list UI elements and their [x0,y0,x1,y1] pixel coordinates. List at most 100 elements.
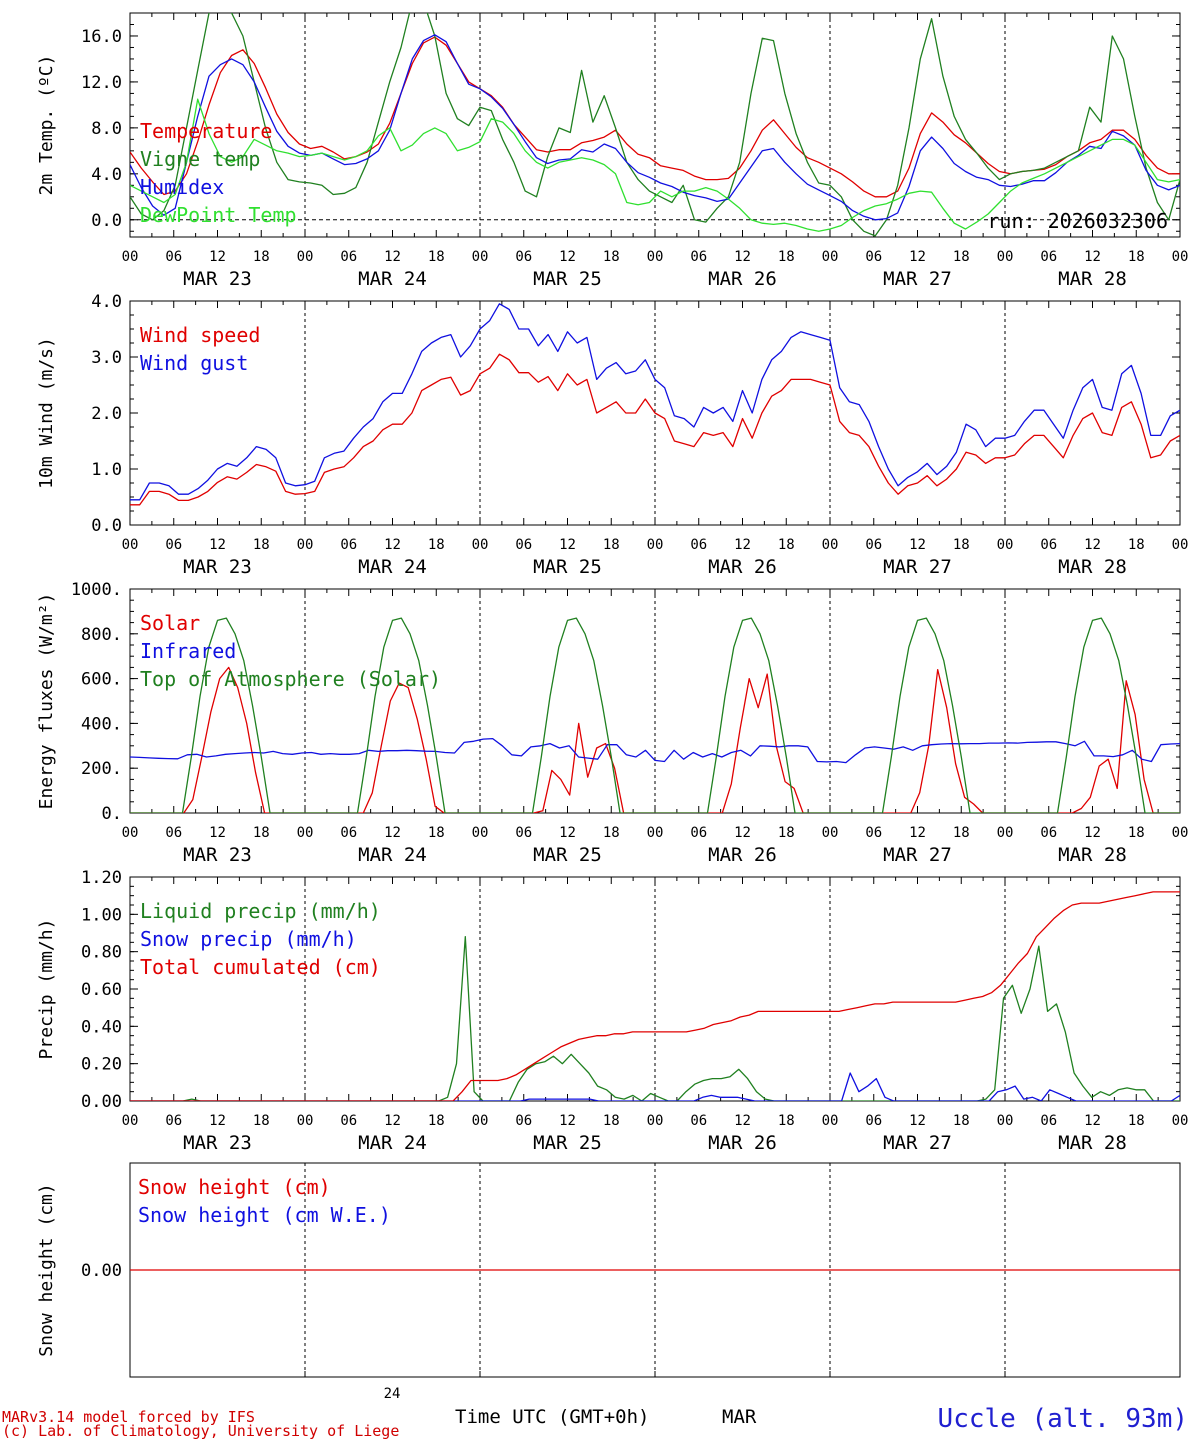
x-hour-label: 18 [953,825,970,841]
x-hour-label: 00 [997,1113,1014,1129]
x-hour-label: 00 [647,249,664,265]
x-hour-label: 06 [690,249,707,265]
legend-entry: Temperature [140,119,272,143]
x-hour-label: 00 [647,825,664,841]
x-hour-label: 00 [297,825,314,841]
x-day-label: MAR 28 [1058,268,1127,290]
y-tick-label: 0.60 [81,980,122,1000]
x-hour-label: 00 [822,249,839,265]
legend-entry: Snow height (cm) [138,1175,331,1199]
x-hour-label: 00 [822,825,839,841]
x-hour-label: 06 [690,825,707,841]
y-tick-label: 600. [81,670,122,690]
chart-panel-1: 00 06 12 18 00 06 12 18 00 06 12 18 00 06 12 18 00 06 12 18… [36,12,1189,290]
x-hour-label: 00 [1172,249,1189,265]
x-day-label: MAR 25 [533,268,602,290]
x-hour-label: 06 [1040,1113,1057,1129]
x-hour-label: 06 [690,537,707,553]
x-hour-label: 00 [122,537,139,553]
x-hour-label: 06 [515,537,532,553]
run-label: run: 2026032306 [987,209,1168,233]
x-day-label: MAR 25 [533,844,602,866]
y-axis-label: 2m Temp. (ºC) [36,55,57,196]
x-hour-label: 06 [515,825,532,841]
legend-entry: Solar [140,611,200,635]
y-tick-label: 3.0 [91,348,122,368]
y-axis-label: Energy fluxes (W/m²) [36,593,57,810]
x-hour-label: 06 [865,249,882,265]
y-tick-label: 8.0 [91,119,122,139]
x-day-label: MAR 24 [358,556,427,578]
model-credit: MARv3.14 model forced by IFS [2,1408,255,1426]
x-hour-label: 12 [384,537,401,553]
series-group [130,13,1180,237]
x-hour-label: 06 [340,249,357,265]
x-hour-label: 00 [122,249,139,265]
x-hour-label: 06 [865,1113,882,1129]
x-hour-label: 00 [822,1113,839,1129]
legend-entry: Top of Atmosphere (Solar) [140,667,441,691]
x-hour-label: 00 [997,249,1014,265]
x-hour-label: 00 [122,825,139,841]
series-line [130,936,1180,1101]
x-hour-label: 12 [734,249,751,265]
x-hour-label: 06 [865,537,882,553]
x-hour-label: 12 [384,1113,401,1129]
x-hour-label: 12 [559,1113,576,1129]
x-hour-label: 00 [472,249,489,265]
x-hour-label: 00 [647,537,664,553]
x-hour-label: 00 [1172,825,1189,841]
x-day-label: MAR 26 [708,268,777,290]
x-hour-label: 18 [253,825,270,841]
x-day-label: MAR 27 [883,844,952,866]
x-hour-label: 06 [340,1113,357,1129]
x-hour-label: 12 [559,537,576,553]
x-day-label: MAR 24 [358,844,427,866]
x-hour-label: 18 [1128,249,1145,265]
x-hour-label: 12 [209,1113,226,1129]
y-axis-label: Snow height (cm) [36,1183,57,1356]
series-line [130,36,1180,198]
x-hour-label: 18 [1128,1113,1145,1129]
series-group [130,303,1180,506]
legend-entry: Wind gust [140,351,248,375]
y-tick-label: 4.0 [91,165,122,185]
y-axis-label: 10m Wind (m/s) [36,337,57,489]
series-line [130,98,1180,232]
x-hour-label: 18 [428,1113,445,1129]
series-line [130,13,1180,237]
x-hour-label: 18 [778,249,795,265]
chart-panel-5: 0.00 Snow height (cm) Snow height (cm) Snow… [36,1162,1181,1378]
x-day-label: MAR 24 [358,268,427,290]
y-tick-label: 0.40 [81,1017,122,1037]
x-hour-label: 06 [1040,825,1057,841]
x-hour-label: 18 [603,1113,620,1129]
x-hour-label: 00 [1172,537,1189,553]
series-line [130,353,1180,506]
x-day-label: MAR 28 [1058,844,1127,866]
x-hour-label: 06 [1040,537,1057,553]
series-line [130,737,1180,764]
y-tick-label: 0. [102,804,122,824]
copyright-credit: (c) Lab. of Climatology, University of L… [2,1422,399,1440]
x-hour-label: 06 [340,825,357,841]
station-name: Uccle (alt. 93m) [938,1404,1188,1434]
x-hour-label: 12 [384,825,401,841]
legend-entry: Liquid precip (mm/h) [140,899,381,923]
chart-panel-3: 00 06 12 18 00 06 12 18 00 06 12 18 00 06 12 18 00 06 12 18… [36,580,1188,866]
y-tick-label: 1.20 [81,868,122,888]
x-hour-label: 12 [559,825,576,841]
x-hour-label: 12 [209,825,226,841]
plot-frame [129,588,1181,814]
x-day-label: MAR 27 [883,268,952,290]
x-hour-label: 06 [865,825,882,841]
legend-entry: Total cumulated (cm) [140,955,381,979]
x-hour-label: 00 [472,537,489,553]
chart-panel-4: 00 06 12 18 00 06 12 18 00 06 12 18 00 06 12 18 00 06 12 18… [36,868,1188,1154]
x-hour-label: 18 [428,249,445,265]
x-hour-label: 06 [1040,249,1057,265]
x-hour-label: 00 [997,825,1014,841]
x-hour-label: 06 [690,1113,707,1129]
x-hour-label: 18 [428,825,445,841]
